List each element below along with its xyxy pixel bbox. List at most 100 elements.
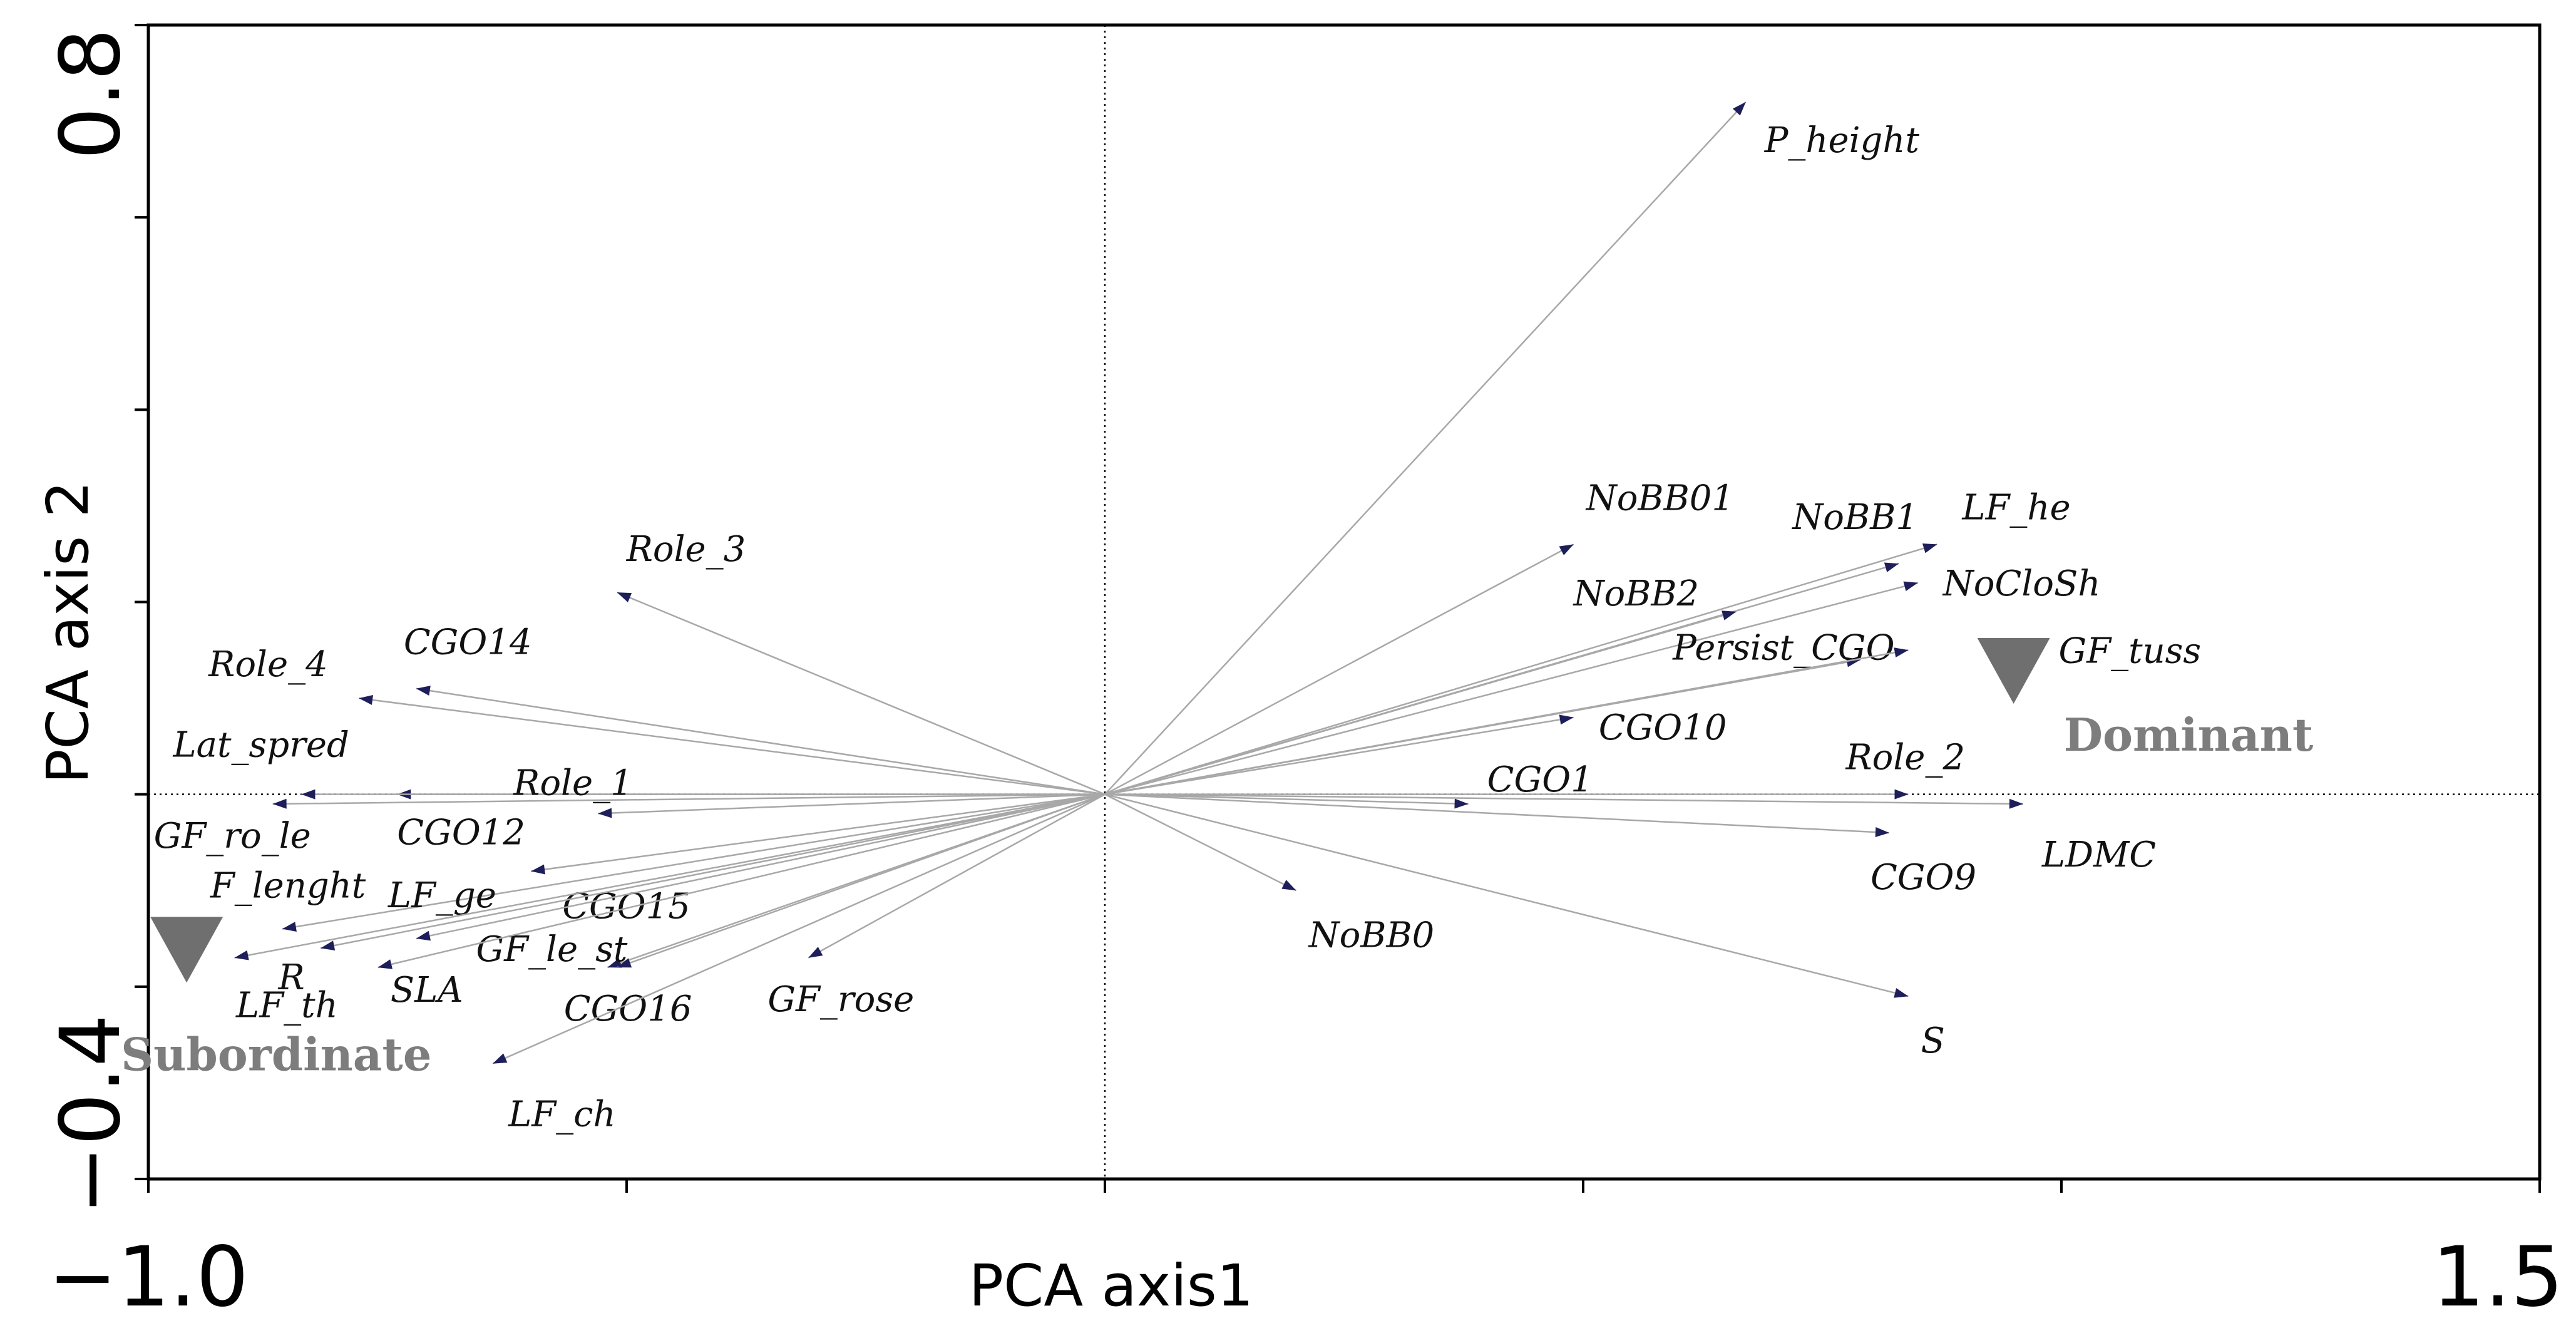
vector-head-cgo10 [1559, 714, 1574, 725]
vector-gf-ro-le [272, 793, 1106, 805]
vector-label-noclosh: NoCloSh [1942, 564, 2101, 604]
vector-nobb01 [1104, 543, 1574, 795]
vector-cgo9 [1104, 793, 1890, 834]
vector-gf-rose [808, 793, 1106, 959]
vector-nobb0 [1104, 793, 1297, 892]
vector-head-cgo14 [416, 686, 431, 696]
vector-head-role-1 [598, 808, 612, 818]
vector-head-s [1894, 988, 1909, 998]
vector-label-ldmc: LDMC [2041, 835, 2156, 875]
vector-head-f-lenght [282, 922, 297, 932]
vector-head-gf-ro-le [272, 798, 287, 809]
y-tick-label-min: −0.4 [43, 1014, 139, 1215]
vector-label-cgo1: CGO1 [1487, 759, 1593, 800]
vector-label-role-2: Role_2 [1845, 738, 1966, 778]
vector-label-cgo10: CGO10 [1599, 708, 1727, 748]
vector-head-gf-tuss [1894, 647, 1909, 658]
vector-label-s: S [1921, 1021, 1945, 1061]
vector-ldmc [1104, 793, 2023, 805]
vector-cgo15 [531, 793, 1106, 872]
vector-label-r: R [278, 957, 305, 998]
vector-head-noclosh [1903, 581, 1918, 592]
vector-head-lf-ge [416, 930, 431, 941]
vector-nobb2 [1104, 610, 1737, 795]
vector-r [234, 793, 1106, 959]
vector-role-4 [359, 697, 1106, 795]
vector-head-role-4 [359, 694, 374, 705]
vector-label-lf-th: LF_th [235, 985, 338, 1026]
vector-noclosh [1104, 582, 1919, 795]
vector-head-r [234, 950, 249, 960]
vector-lf-ge [416, 793, 1106, 940]
vector-label-f-lenght: F_lenght [210, 866, 366, 907]
vector-lf-ch [492, 793, 1106, 1064]
vector-label-cgo12: CGO12 [397, 813, 525, 853]
vector-label-role-1: Role_1 [513, 763, 633, 803]
vector-label-persist-cgo: Persist_CGO [1672, 628, 1894, 669]
group-marker-dominant [1977, 638, 2050, 704]
x-tick-label-max: 1.5 [2432, 1229, 2563, 1325]
vector-head-lf-ch [493, 1053, 508, 1064]
vector-label-p-height: P_height [1764, 120, 1920, 161]
vector-label-lf-ch: LF_ch [508, 1094, 615, 1135]
vector-sla [377, 793, 1106, 969]
vector-head-nobb1 [1884, 562, 1899, 572]
vector-role-3 [617, 591, 1106, 795]
vector-cgo14 [416, 687, 1106, 795]
vector-cgo10 [1104, 716, 1574, 795]
vector-head-cgo16 [617, 958, 632, 968]
vector-head-role-3 [617, 592, 632, 602]
plot-frame [146, 23, 2542, 1181]
vector-label-lf-ge: LF_ge [387, 875, 496, 916]
vector-head-p-height [1732, 101, 1746, 116]
vector-head-cgo15 [531, 864, 546, 875]
y-tick-label-max: 0.8 [43, 28, 139, 160]
vector-f-lenght [282, 793, 1106, 930]
vector-head-nobb01 [1559, 544, 1574, 555]
vector-label-nobb1: NoBB1 [1791, 497, 1918, 538]
vector-label-gf-le-st: GF_le_st [476, 929, 627, 970]
x-axis-label: PCA axis1 [969, 1252, 1254, 1319]
group-marker-subordinate [150, 917, 223, 983]
vector-label-sla: SLA [391, 970, 463, 1011]
vector-s [1104, 793, 1909, 997]
vector-label-role-4: Role_4 [208, 644, 328, 685]
y-axis-label: PCA axis 2 [34, 481, 101, 784]
vector-p-height [1104, 101, 1747, 795]
vector-label-cgo9: CGO9 [1870, 857, 1976, 898]
vector-label-nobb01: NoBB01 [1585, 478, 1734, 518]
vector-cgo16 [617, 793, 1106, 969]
vector-label-role-3: Role_3 [626, 529, 746, 570]
vector-head-cgo9 [1875, 827, 1889, 838]
vector-head-lat-spred [301, 789, 316, 800]
vector-label-cgo14: CGO14 [404, 622, 532, 663]
vector-head-cgo1 [1454, 798, 1469, 809]
vector-lf-he [1104, 543, 1937, 795]
vector-label-cgo15: CGO15 [562, 887, 690, 927]
vector-head-lf-th [321, 940, 336, 951]
group-label-subordinate: Subordinate [121, 1027, 431, 1081]
vector-head-role-2 [1894, 789, 1909, 800]
vector-head-gf-rose [808, 947, 823, 958]
vector-label-gf-tuss: GF_tuss [2059, 631, 2202, 671]
vector-head-gf-le-st [607, 958, 622, 968]
group-label-dominant: Dominant [2064, 708, 2314, 761]
vector-cgo1 [1104, 793, 1469, 805]
vector-head-nobb2 [1722, 610, 1737, 620]
x-tick-label-min: −1.0 [48, 1229, 249, 1325]
vector-label-gf-ro-le: GF_ro_le [154, 816, 311, 857]
vector-head-sla [377, 959, 393, 969]
vector-head-lf-he [1922, 543, 1937, 553]
vector-label-lat-spred: Lat_spred [172, 725, 349, 766]
vector-label-gf-rose: GF_rose [767, 979, 914, 1020]
vector-label-nobb2: NoBB2 [1572, 574, 1699, 614]
vector-role-1 [598, 793, 1106, 815]
vector-label-nobb0: NoBB0 [1308, 915, 1435, 955]
trait-vectors: P_height NoBB01 NoBB1 LF_he NoCloSh NoBB2 Pers… [154, 101, 2202, 1135]
vector-head-ldmc [2009, 798, 2023, 809]
vector-gf-tuss [1104, 649, 1909, 795]
group-markers: Dominant Subordinate [121, 638, 2313, 1081]
vector-head-nobb0 [1281, 880, 1296, 891]
vector-lf-th [320, 793, 1106, 949]
